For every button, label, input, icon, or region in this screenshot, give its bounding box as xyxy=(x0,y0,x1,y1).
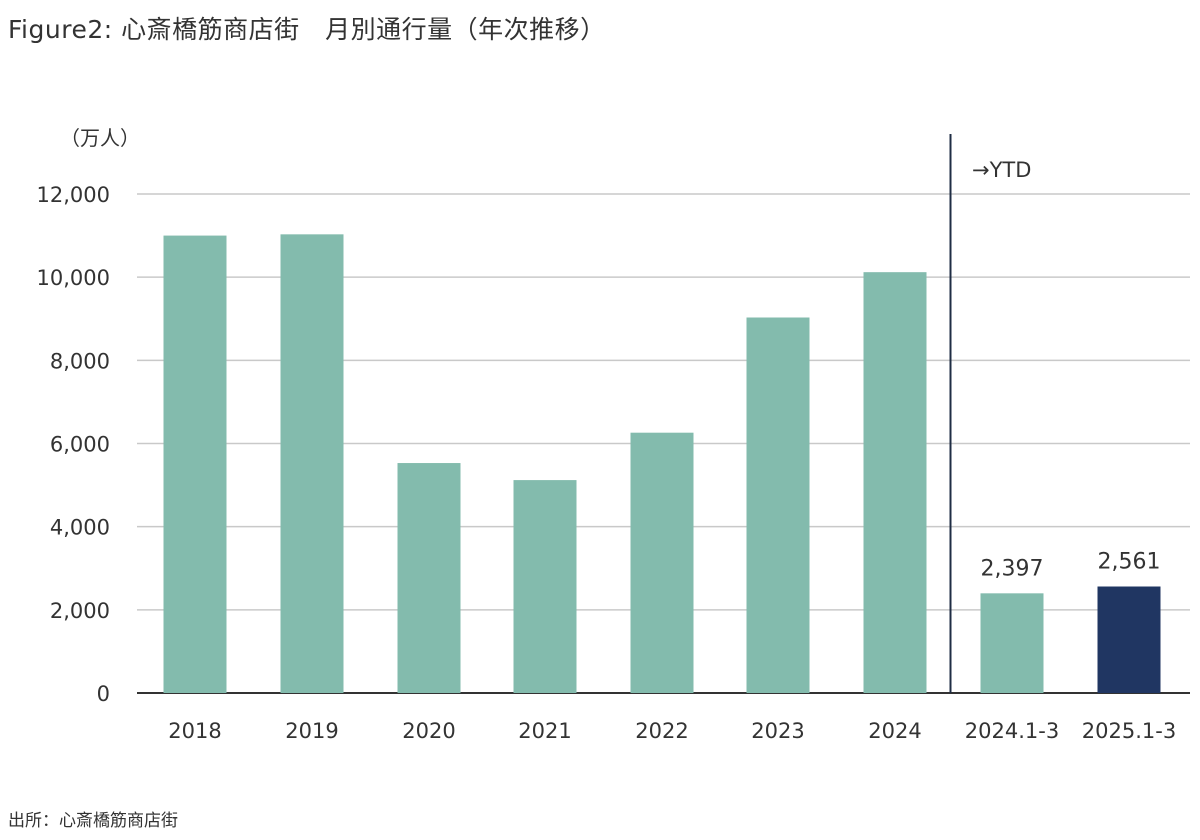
bar-2024.1-3 xyxy=(980,593,1044,693)
x-category-label: 2024 xyxy=(868,719,921,743)
y-tick-label: 4,000 xyxy=(50,516,110,540)
bar-2018 xyxy=(163,235,227,694)
chart-title: Figure2: 心斎橋筋商店街 月別通行量（年次推移） xyxy=(8,15,606,44)
bar-2024 xyxy=(863,272,927,693)
bar-chart: （万人） →YTD 0 2,000 4,000 6,000 8,000 10,000 12,… xyxy=(37,126,1190,743)
y-axis-unit-label: （万人） xyxy=(60,126,140,150)
x-category-label: 2025.1-3 xyxy=(1082,719,1176,743)
y-tick-label: 6,000 xyxy=(50,433,110,457)
data-label: 2,397 xyxy=(981,556,1044,581)
ytd-annotation: →YTD xyxy=(972,158,1031,182)
y-tick-label: 10,000 xyxy=(37,266,110,290)
y-tick-label: 2,000 xyxy=(50,599,110,623)
bar-2023 xyxy=(746,317,810,693)
x-category-label: 2019 xyxy=(285,719,338,743)
y-tick-label: 12,000 xyxy=(37,183,110,207)
y-tick-label: 0 xyxy=(97,682,110,706)
bar-2025.1-3 xyxy=(1097,586,1161,693)
x-category-label: 2024.1-3 xyxy=(965,719,1059,743)
data-label: 2,561 xyxy=(1098,550,1161,575)
x-category-label: 2022 xyxy=(635,719,688,743)
x-category-label: 2018 xyxy=(168,719,221,743)
bar-2019 xyxy=(280,234,344,694)
bar-2022 xyxy=(630,432,694,693)
x-category-label: 2021 xyxy=(518,719,571,743)
x-category-label: 2023 xyxy=(751,719,804,743)
y-tick-label: 8,000 xyxy=(50,349,110,373)
x-category-label: 2020 xyxy=(402,719,455,743)
source-note: 出所：心斎橋筋商店街 xyxy=(8,811,178,831)
bars xyxy=(163,234,1161,694)
bar-2020 xyxy=(397,463,461,693)
bar-2021 xyxy=(513,480,577,693)
labels: 0 2,000 4,000 6,000 8,000 10,000 12,000 2018 201… xyxy=(37,183,1177,743)
